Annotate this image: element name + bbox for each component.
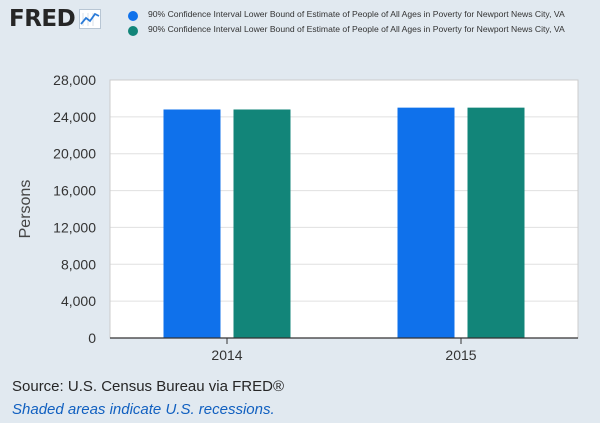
- chart-area: 0 4,000 8,000 12,000 16,000 20,000 24,000 28,00…: [0, 66, 600, 376]
- y-tick-label: 24,000: [53, 109, 96, 125]
- chart-header: FRED 90% Confidence Interval Lower Bound…: [0, 0, 600, 66]
- fred-logo[interactable]: FRED: [9, 6, 102, 32]
- fred-logo-text: FRED: [9, 6, 76, 32]
- y-tick-label: 4,000: [61, 293, 96, 309]
- y-tick-label: 8,000: [61, 256, 96, 272]
- y-tick-label: 0: [88, 330, 96, 346]
- y-tick-label: 16,000: [53, 183, 96, 199]
- legend-swatch: [128, 11, 138, 21]
- recession-note: Shaded areas indicate U.S. recessions.: [12, 401, 275, 418]
- bar: [233, 109, 291, 338]
- x-tick-label: 2014: [211, 347, 242, 363]
- bar: [163, 109, 221, 338]
- legend-swatch: [128, 25, 138, 36]
- legend-item: 90% Confidence Interval Lower Bound of E…: [128, 9, 594, 21]
- y-axis-label: Persons: [17, 180, 34, 239]
- bar: [397, 107, 455, 338]
- legend-item: 90% Confidence Interval Lower Bound of E…: [128, 23, 594, 36]
- x-tick-label: 2015: [445, 347, 476, 363]
- legend-label: 90% Confidence Interval Lower Bound of E…: [148, 23, 565, 34]
- legend-label: 90% Confidence Interval Lower Bound of E…: [148, 9, 565, 19]
- y-tick-label: 20,000: [53, 146, 96, 162]
- y-tick-label: 28,000: [53, 72, 96, 88]
- trend-line-chart-icon: [79, 9, 102, 29]
- y-tick-label: 12,000: [53, 219, 96, 235]
- chart-legend: 90% Confidence Interval Lower Bound of E…: [128, 9, 594, 38]
- source-text: Source: U.S. Census Bureau via FRED®: [12, 378, 284, 395]
- bar: [467, 107, 525, 338]
- bar-chart: 0 4,000 8,000 12,000 16,000 20,000 24,000 28,00…: [17, 72, 579, 363]
